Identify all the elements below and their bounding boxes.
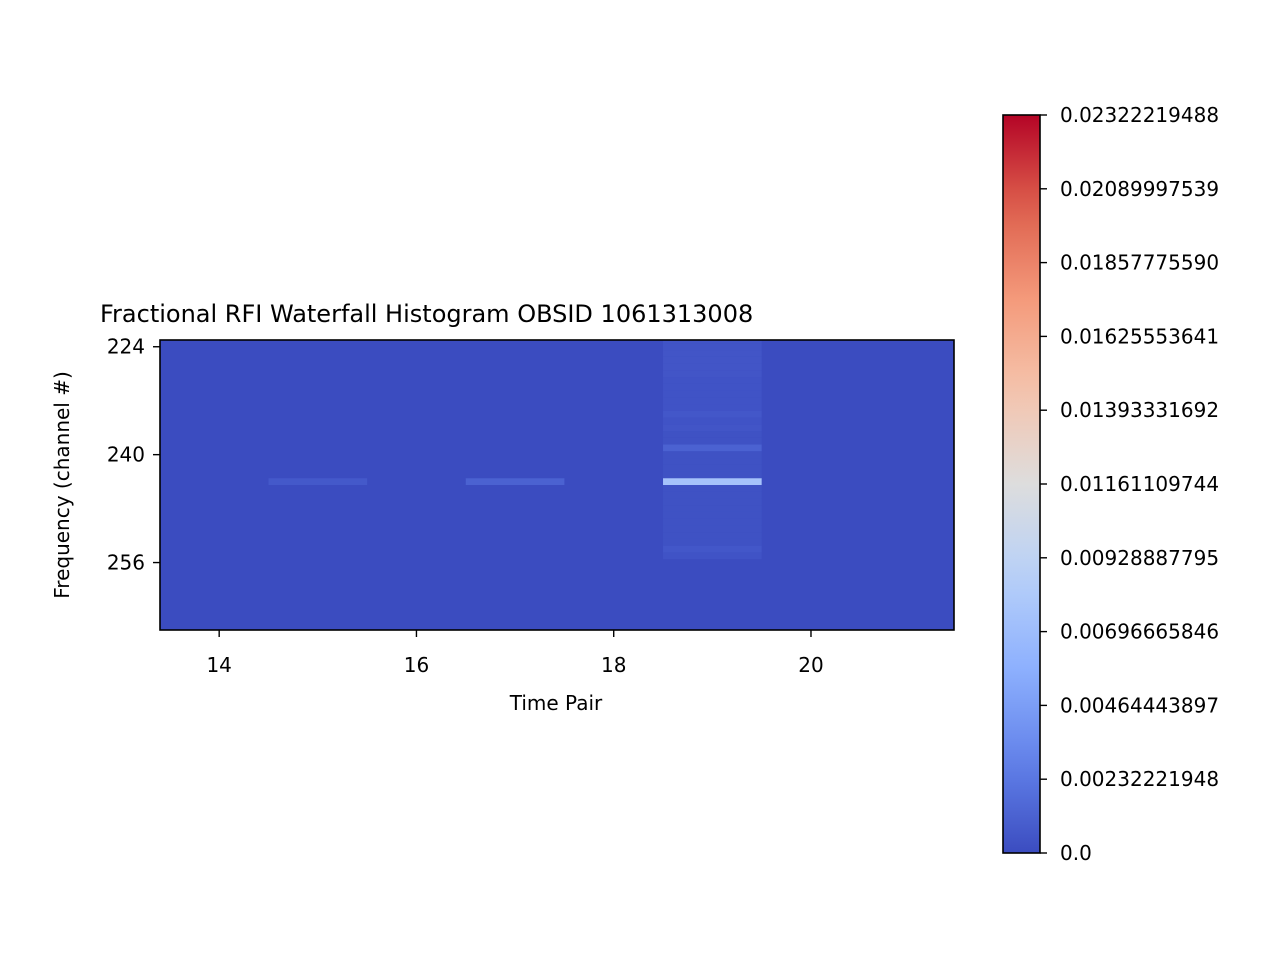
colorbar-tick-label: 0.0 [1060, 841, 1092, 865]
heatmap-cell [663, 464, 762, 472]
heatmap-cell [663, 356, 762, 364]
heatmap-cell [663, 417, 762, 425]
heatmap-cell [663, 491, 762, 499]
heatmap-cell [663, 451, 762, 459]
y-axis: 224 240 256 [107, 335, 160, 575]
colorbar-tick-label: 0.00464443897 [1060, 693, 1219, 717]
colorbar-tick-label: 0.01625553641 [1060, 324, 1219, 348]
heatmap-cell [663, 478, 762, 485]
colorbar-gradient [1002, 114, 1041, 854]
heatmap-cell [663, 518, 762, 526]
y-tick-label: 256 [107, 551, 145, 575]
heatmap-cell [663, 511, 762, 519]
heatmap-cell [465, 478, 565, 485]
heatmap-cell [663, 471, 762, 479]
heatmap-cell [663, 498, 762, 506]
heatmap-cell [663, 390, 762, 398]
heatmap-cell [663, 437, 762, 445]
y-tick-label: 224 [107, 335, 145, 359]
heatmap-cell [663, 340, 762, 344]
heatmap-cell [663, 444, 762, 452]
heatmap-cell [663, 538, 762, 546]
heatmap-cell [663, 552, 762, 560]
x-tick-label: 14 [206, 653, 231, 677]
chart-title: Fractional RFI Waterfall Histogram OBSID… [100, 300, 753, 328]
heatmap-cell [663, 424, 762, 432]
x-axis: 14 16 18 20 [206, 630, 824, 677]
y-axis-label: Frequency (channel #) [50, 371, 74, 599]
colorbar: 0.0 0.00232221948 0.00464443897 0.006966658… [1002, 103, 1219, 865]
colorbar-tick-label: 0.00928887795 [1060, 546, 1219, 570]
heatmap-plot [159, 339, 955, 631]
heatmap-cell [663, 525, 762, 533]
x-axis-label: Time Pair [509, 691, 603, 715]
x-tick-label: 20 [798, 653, 823, 677]
heatmap-cell [663, 397, 762, 405]
heatmap-cell [663, 505, 762, 512]
heatmap-cell [663, 383, 762, 391]
heatmap-cell [663, 545, 762, 553]
heatmap-cell [663, 458, 762, 465]
colorbar-tick-label: 0.01857775590 [1060, 251, 1219, 275]
colorbar-tick-label: 0.00232221948 [1060, 767, 1219, 791]
heatmap-cell [663, 431, 762, 438]
heatmap-cell [663, 370, 762, 378]
heatmap-cell [663, 350, 762, 357]
y-tick-label: 240 [107, 443, 145, 467]
heatmap-cell [663, 343, 762, 351]
heatmap-cell [663, 410, 762, 418]
x-tick-label: 16 [404, 653, 429, 677]
colorbar-tick-label: 0.02322219488 [1060, 103, 1219, 127]
colorbar-tick-label: 0.00696665846 [1060, 620, 1219, 644]
colorbar-tick-label: 0.02089997539 [1060, 177, 1219, 201]
heatmap-cell [663, 532, 762, 539]
heatmap-cell [663, 404, 762, 411]
heatmap-cells [268, 340, 762, 560]
heatmap-cell [663, 485, 762, 492]
heatmap-cell [663, 377, 762, 384]
heatmap-cell [268, 478, 368, 485]
colorbar-ticks: 0.0 0.00232221948 0.00464443897 0.006966658… [1040, 103, 1219, 865]
x-tick-label: 18 [601, 653, 626, 677]
plot-frame [159, 339, 955, 631]
colorbar-tick-label: 0.01393331692 [1060, 398, 1219, 422]
heatmap-cell [663, 363, 762, 371]
colorbar-tick-label: 0.01161109744 [1060, 472, 1219, 496]
